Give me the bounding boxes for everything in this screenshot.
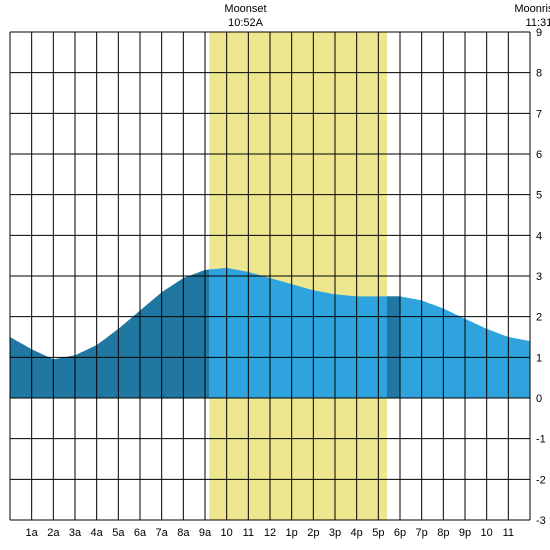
svg-text:4: 4 <box>536 230 542 242</box>
svg-text:10: 10 <box>221 527 233 539</box>
svg-text:3a: 3a <box>69 527 82 539</box>
moonrise-annotation: Moonrise 11:31P <box>480 2 550 31</box>
moonset-annotation: Moonset 10:52A <box>206 2 286 31</box>
svg-text:8a: 8a <box>177 527 190 539</box>
moonset-title: Moonset <box>206 2 286 16</box>
svg-text:3p: 3p <box>329 527 341 539</box>
svg-text:5: 5 <box>536 190 542 202</box>
svg-text:9a: 9a <box>199 527 212 539</box>
svg-text:0: 0 <box>536 393 542 405</box>
svg-text:5a: 5a <box>112 527 125 539</box>
svg-text:10: 10 <box>481 527 493 539</box>
svg-text:7p: 7p <box>416 527 428 539</box>
svg-text:7: 7 <box>536 108 542 120</box>
chart-svg: -3-2-101234567891a2a3a4a5a6a7a8a9a101112… <box>0 0 550 550</box>
svg-text:1: 1 <box>536 352 542 364</box>
top-annotations: Moonset 10:52A Moonrise 11:31P <box>0 0 550 30</box>
svg-text:1p: 1p <box>286 527 298 539</box>
svg-text:8p: 8p <box>437 527 449 539</box>
svg-text:4a: 4a <box>91 527 104 539</box>
svg-text:6p: 6p <box>394 527 406 539</box>
svg-text:12: 12 <box>264 527 276 539</box>
tide-chart: Moonset 10:52A Moonrise 11:31P -3-2-1012… <box>0 0 550 550</box>
svg-text:7a: 7a <box>156 527 169 539</box>
svg-text:1a: 1a <box>26 527 39 539</box>
svg-text:11: 11 <box>243 527 254 539</box>
svg-text:2a: 2a <box>47 527 60 539</box>
svg-text:-2: -2 <box>536 474 546 486</box>
svg-text:6a: 6a <box>134 527 147 539</box>
svg-text:6: 6 <box>536 149 542 161</box>
svg-text:9p: 9p <box>459 527 471 539</box>
svg-text:-3: -3 <box>536 515 546 527</box>
svg-text:2p: 2p <box>307 527 319 539</box>
svg-text:-1: -1 <box>536 434 546 446</box>
moonrise-title: Moonrise <box>480 2 550 16</box>
svg-text:4p: 4p <box>351 527 363 539</box>
moonrise-time: 11:31P <box>480 16 550 30</box>
svg-text:2: 2 <box>536 312 542 324</box>
moonset-time: 10:52A <box>206 16 286 30</box>
svg-text:3: 3 <box>536 271 542 283</box>
svg-text:8: 8 <box>536 68 542 80</box>
svg-text:5p: 5p <box>372 527 384 539</box>
svg-text:11: 11 <box>503 527 514 539</box>
